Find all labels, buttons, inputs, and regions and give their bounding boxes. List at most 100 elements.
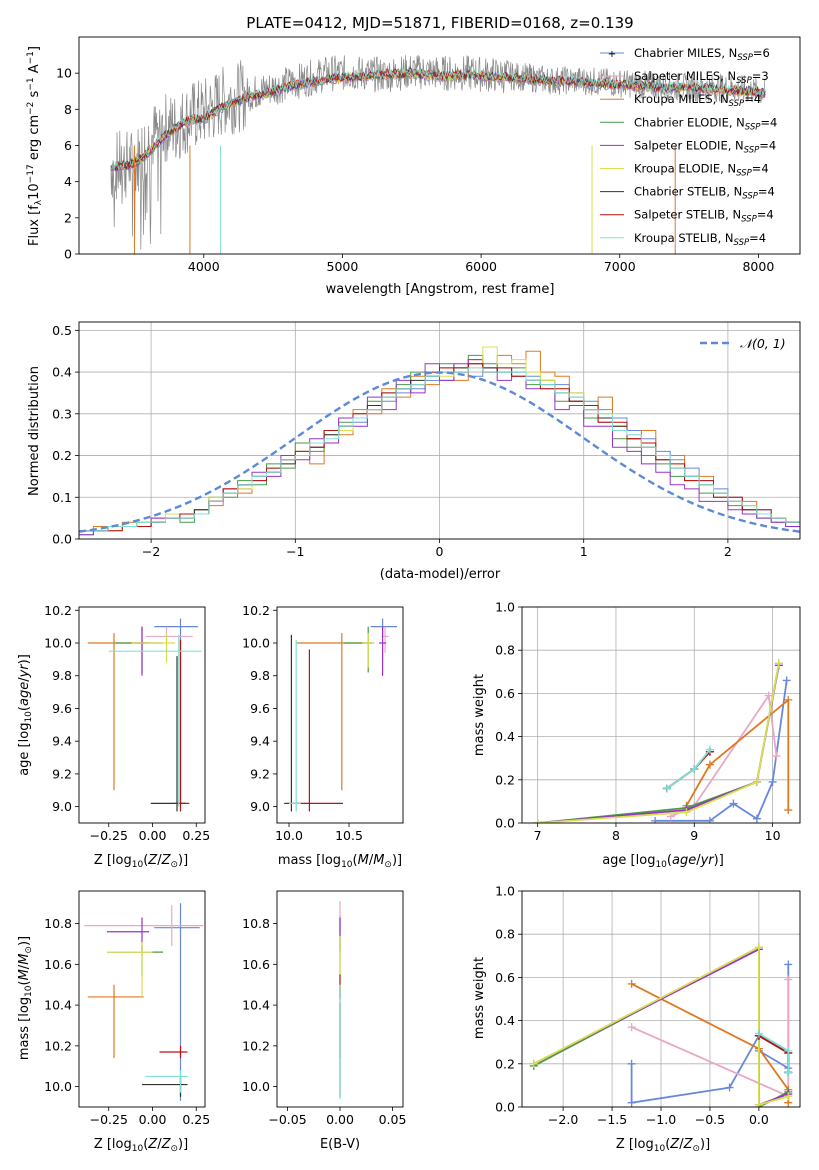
y-tick-label: 0.5 bbox=[52, 323, 72, 338]
x-tick-label: 0.05 bbox=[379, 1112, 407, 1127]
legend-label: Salpeter MILES, NSSP=3 bbox=[634, 69, 769, 86]
data-point-marker bbox=[784, 806, 793, 815]
axes-frame bbox=[78, 606, 206, 824]
x-tick-label: −0.5 bbox=[695, 1112, 725, 1127]
y-tick-label: 0.4 bbox=[495, 729, 515, 744]
y-tick-label: 0.4 bbox=[52, 365, 72, 380]
spectrum-legend: + Chabrier MILES, NSSP=6 Salpeter MILES, N… bbox=[600, 46, 777, 248]
x-tick-label: 10.0 bbox=[275, 828, 303, 843]
legend-label: Chabrier MILES, NSSP=6 bbox=[634, 46, 770, 63]
y-tick-label: 0.8 bbox=[495, 927, 515, 942]
x-tick-label: 10 bbox=[765, 828, 781, 843]
age-vs-z-plot-area: −0.25 0.00 0.25 9.0 9.2 9.4 9.6 9.8 10.0 10.2 bbox=[44, 603, 210, 843]
x-tick-label: 0.25 bbox=[182, 1112, 210, 1127]
spectrum-ylabel: Flux [fλ10−17 erg cm−2 s−1 A−1] bbox=[26, 46, 44, 246]
y-tick-label: 10.0 bbox=[242, 1079, 270, 1094]
data-point-marker bbox=[651, 816, 660, 823]
data-point-marker bbox=[725, 1083, 734, 1092]
x-tick-label: 7000 bbox=[604, 259, 636, 274]
y-tick-label: 9.6 bbox=[52, 701, 72, 716]
x-tick-label: 5000 bbox=[327, 259, 359, 274]
data-point-marker bbox=[705, 760, 714, 769]
y-tick-label: 9.8 bbox=[250, 668, 270, 683]
x-tick-label: −1 bbox=[286, 544, 304, 559]
errorbar-series bbox=[87, 618, 202, 812]
y-tick-label: 0 bbox=[64, 247, 72, 262]
data-point-marker bbox=[752, 777, 761, 786]
histogram-step bbox=[79, 367, 800, 539]
x-tick-label: 9 bbox=[690, 828, 698, 843]
data-point-marker bbox=[529, 1059, 538, 1068]
data-point-marker bbox=[662, 784, 671, 793]
x-tick-label: 1 bbox=[580, 544, 588, 559]
y-tick-label: 0.0 bbox=[495, 1100, 515, 1115]
histogram-xlabel: (data-model)/error bbox=[380, 567, 501, 582]
y-tick-label: 10.8 bbox=[44, 916, 72, 931]
data-point-marker bbox=[627, 1098, 636, 1107]
y-tick-label: 0.8 bbox=[495, 643, 515, 658]
x-tick-label: −0.25 bbox=[90, 1112, 128, 1127]
mass-vs-extinction-panel: −0.05 0.00 0.05 10.0 10.2 10.4 10.6 10.8 E(B-V) bbox=[242, 890, 407, 1152]
y-tick-label: 2 bbox=[64, 210, 72, 225]
data-point-marker bbox=[752, 814, 761, 823]
age-vs-z-ylabel: age [log10(age/yr)] bbox=[17, 654, 34, 776]
gaussian-curve bbox=[79, 371, 800, 533]
x-tick-label: 4000 bbox=[188, 259, 220, 274]
data-point-marker bbox=[533, 819, 542, 823]
x-tick-label: 0.00 bbox=[326, 1112, 354, 1127]
series-line bbox=[537, 665, 780, 823]
age-vs-metallicity-panel: −0.25 0.00 0.25 9.0 9.2 9.4 9.6 9.8 10.0 10.2 Z [… bbox=[17, 603, 210, 870]
x-tick-label: −2.0 bbox=[548, 1112, 578, 1127]
y-tick-label: 10.0 bbox=[44, 1079, 72, 1094]
line-series bbox=[533, 659, 793, 823]
data-point-marker bbox=[627, 979, 636, 988]
mass-vs-z-xlabel: Z [log10(Z/Z⊙)] bbox=[94, 1137, 188, 1154]
y-tick-label: 0.6 bbox=[495, 686, 515, 701]
y-tick-label: 0.2 bbox=[495, 1056, 515, 1071]
y-tick-label: 9.8 bbox=[52, 668, 72, 683]
series-line bbox=[666, 749, 711, 790]
y-tick-label: 9.2 bbox=[52, 766, 72, 781]
x-tick-label: 10.5 bbox=[335, 828, 363, 843]
residual-histogram-panel: −2 −1 0 1 2 0.0 0.1 0.2 0.3 0.4 0.5 𝒩(0, 1) (data-m… bbox=[27, 321, 801, 582]
y-tick-label: 9.4 bbox=[250, 734, 270, 749]
data-point-marker bbox=[768, 777, 777, 786]
data-point-marker bbox=[705, 745, 714, 754]
mass-weight-vs-z-xlabel: Z [log10(Z/Z⊙)] bbox=[616, 1137, 710, 1154]
x-tick-label: 0 bbox=[436, 544, 444, 559]
x-tick-label: 8 bbox=[612, 828, 620, 843]
y-tick-label: 10.2 bbox=[242, 1038, 270, 1053]
y-tick-label: 6 bbox=[64, 138, 72, 153]
y-tick-label: 1.0 bbox=[495, 600, 515, 615]
histogram-ylabel: Normed distribution bbox=[27, 366, 42, 496]
mass-weight-vs-z-ylabel: mass weight bbox=[472, 957, 487, 1039]
legend-label: Salpeter ELODIE, NSSP=4 bbox=[634, 138, 776, 155]
mass-vs-z-plot-area: −0.25 0.00 0.25 10.0 10.2 10.4 10.6 10.8 bbox=[44, 890, 210, 1127]
data-point-marker bbox=[782, 676, 791, 685]
y-tick-label: 4 bbox=[64, 174, 72, 189]
x-tick-label: 0.25 bbox=[182, 828, 210, 843]
data-point-marker bbox=[705, 816, 714, 823]
mass-weight-vs-age-ylabel: mass weight bbox=[472, 674, 487, 756]
series-line bbox=[655, 680, 788, 822]
axes-frame bbox=[521, 606, 801, 824]
data-point-marker bbox=[729, 799, 738, 808]
spectrum-panel: PLATE=0412, MJD=51871, FIBERID=0168, z=0… bbox=[26, 14, 801, 297]
y-tick-label: 0.2 bbox=[52, 448, 72, 463]
legend-label: Salpeter STELIB, NSSP=4 bbox=[634, 208, 774, 225]
axes-frame bbox=[78, 321, 801, 540]
y-tick-label: 0.2 bbox=[495, 772, 515, 787]
data-point-marker bbox=[682, 808, 691, 817]
data-point-marker bbox=[764, 691, 773, 700]
histogram-plot-area: −2 −1 0 1 2 0.0 0.1 0.2 0.3 0.4 0.5 𝒩(0, 1) bbox=[52, 321, 801, 559]
y-tick-label: 10 bbox=[56, 66, 72, 81]
y-tick-label: 0.0 bbox=[52, 532, 72, 547]
x-tick-label: 0.00 bbox=[139, 1112, 167, 1127]
y-tick-label: 8 bbox=[64, 102, 72, 117]
axes-frame bbox=[78, 890, 206, 1108]
y-tick-label: 10.2 bbox=[44, 603, 72, 618]
legend-label: Kroupa MILES, NSSP=4 bbox=[634, 92, 761, 109]
y-tick-label: 9.0 bbox=[52, 799, 72, 814]
data-point-marker bbox=[627, 1059, 636, 1068]
